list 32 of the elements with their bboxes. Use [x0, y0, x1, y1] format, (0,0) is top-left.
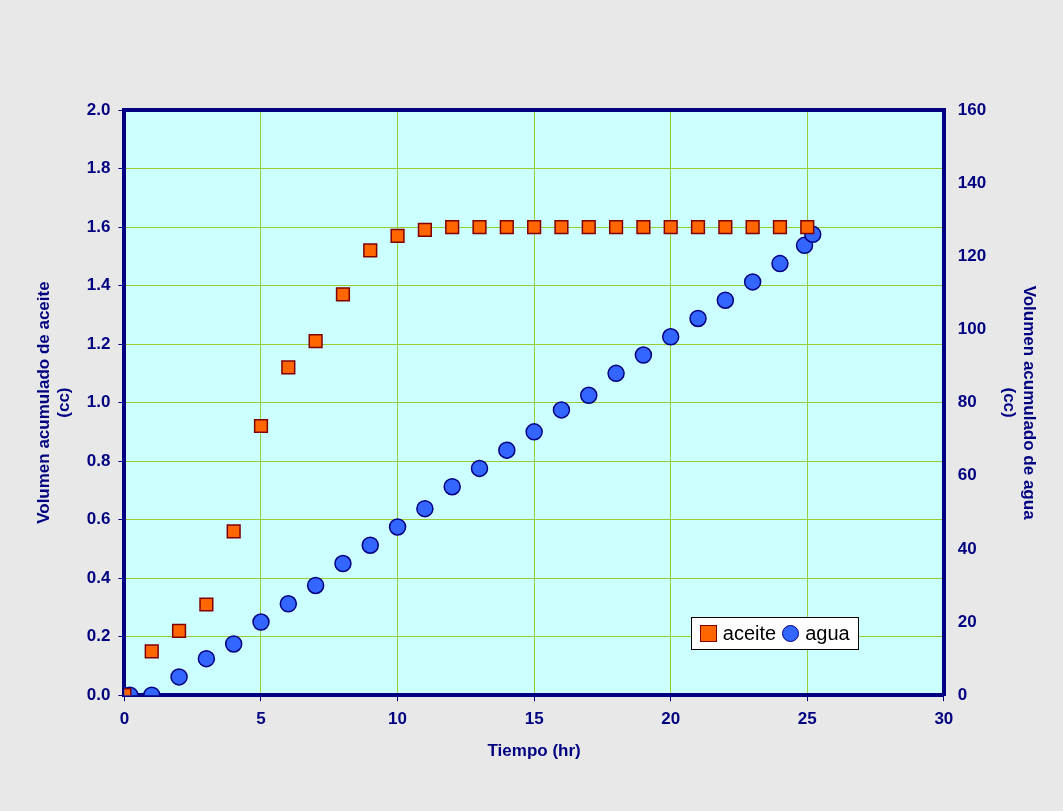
- x-tick-label: 30: [934, 709, 954, 729]
- y-tick-label: 1.2: [86, 333, 111, 353]
- y-tick-label: 1.6: [86, 216, 111, 236]
- y-tick-label: 1.8: [86, 158, 111, 178]
- y2-tick-label: 80: [957, 392, 977, 412]
- y-axis-title: Volumen acumulado de aceite (cc): [33, 281, 74, 524]
- y-tick-label: 1.0: [86, 392, 111, 412]
- legend-label: aceite: [722, 622, 777, 646]
- x-tick-label: 10: [388, 709, 408, 729]
- y-tick-label: 0.8: [86, 450, 111, 470]
- y-tick-label: 0.6: [86, 509, 111, 529]
- y-tick-label: 0.4: [86, 567, 111, 587]
- y-tick-label: 0.0: [86, 684, 111, 704]
- x-tick-label: 5: [256, 709, 266, 729]
- y2-axis-title: Volumen acumulado de agua (cc): [999, 285, 1040, 521]
- y-tick-label: 0.2: [86, 626, 111, 646]
- x-tick-label: 25: [797, 709, 817, 729]
- y2-tick-label: 140: [957, 172, 987, 192]
- y2-tick-label: 120: [957, 245, 987, 265]
- y2-tick-label: 60: [957, 465, 977, 485]
- y-tick-label: 1.4: [86, 275, 111, 295]
- legend-label: agua: [805, 622, 850, 646]
- y2-tick-label: 20: [957, 611, 977, 631]
- y2-tick-label: 40: [957, 538, 977, 558]
- y-tick-label: 2.0: [86, 99, 111, 119]
- y2-tick-label: 0: [957, 684, 968, 704]
- x-tick-label: 0: [119, 709, 130, 729]
- x-axis-title: Tiempo (hr): [487, 741, 581, 761]
- x-tick-label: 15: [524, 709, 544, 729]
- y2-tick-label: 100: [957, 319, 987, 339]
- x-tick-label: 20: [661, 709, 681, 729]
- y2-tick-label: 160: [957, 99, 987, 119]
